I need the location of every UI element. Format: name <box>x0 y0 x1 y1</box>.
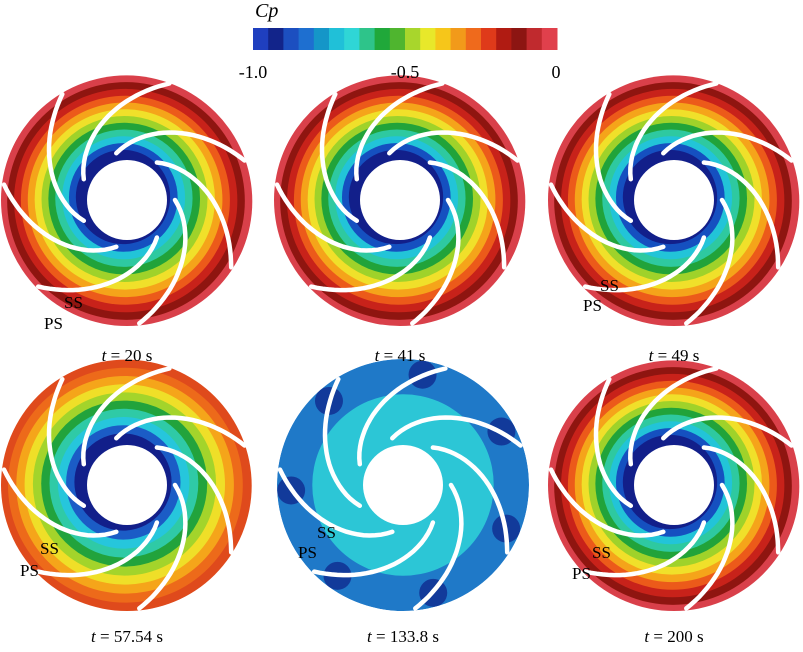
impeller-panel <box>1 75 253 326</box>
impeller-eye <box>360 160 440 240</box>
caption-t200: t = 200 s <box>644 627 704 646</box>
ss-label-t133: SS <box>317 523 336 542</box>
impeller-blade <box>35 520 160 578</box>
colorbar-tick-mid: -0.5 <box>390 62 420 82</box>
colorbar-swatch <box>526 28 543 50</box>
colorbar-tick-max: 0 <box>551 62 561 82</box>
impeller-blade <box>628 366 719 467</box>
impeller-blade <box>311 520 436 578</box>
colorbar-swatch <box>481 28 497 50</box>
impeller-blade <box>274 182 392 253</box>
impeller-blade <box>582 520 707 578</box>
colorbar-swatch <box>344 28 360 50</box>
impeller-blade <box>46 91 87 224</box>
impeller-panel <box>1 359 252 611</box>
colorbar-swatch <box>313 28 330 50</box>
ps-label-t57: PS <box>20 561 39 580</box>
caption-t20: t = 20 s <box>101 346 153 365</box>
impeller-eye <box>87 160 167 240</box>
impeller-blade <box>684 482 735 611</box>
impeller-blade <box>661 130 794 163</box>
ps-label-t49: PS <box>583 296 602 315</box>
colorbar-swatch <box>253 28 269 50</box>
impeller-blade <box>319 91 360 224</box>
caption-t57: t = 57.54 s <box>91 627 163 646</box>
colorbar-swatch <box>329 28 345 50</box>
impeller-eye <box>87 445 167 525</box>
impeller-eye <box>634 160 714 240</box>
ps-label-t20: PS <box>44 314 63 333</box>
impeller-blade <box>628 81 719 182</box>
colorbar-swatch <box>496 28 512 50</box>
colorbar-tick-min: -1.0 <box>238 62 268 82</box>
impeller-panel <box>274 75 526 326</box>
impeller-blade <box>35 235 160 293</box>
ss-label-t49: SS <box>600 276 619 295</box>
impeller-blade <box>277 467 395 538</box>
colorbar-swatch <box>511 28 528 50</box>
impeller-blade <box>427 160 507 270</box>
impeller-eye <box>634 445 714 525</box>
impeller-blade <box>701 445 781 555</box>
impeller-blade <box>1 182 119 253</box>
impeller-blade <box>701 160 781 270</box>
impeller-blade <box>548 467 666 538</box>
caption-t49: t = 49 s <box>648 346 700 365</box>
colorbar-swatch <box>389 28 406 50</box>
caption-t133: t = 133.8 s <box>367 627 439 646</box>
impeller-blade <box>114 415 247 448</box>
colorbar-swatch <box>541 28 558 50</box>
impeller-blade <box>413 482 464 611</box>
impeller-blade <box>548 182 666 253</box>
impeller-blade <box>1 467 119 538</box>
impeller-blade <box>354 81 445 182</box>
impeller-blade <box>322 376 363 509</box>
colorbar-swatch <box>465 28 482 50</box>
impeller-blade <box>582 235 707 293</box>
impeller-blade <box>137 197 188 326</box>
ss-label-t57: SS <box>40 539 59 558</box>
colorbar-title: Cp <box>255 0 279 22</box>
colorbar-swatch <box>405 28 421 50</box>
caption-t41: t = 41 s <box>374 346 426 365</box>
impeller-blade <box>387 130 520 163</box>
colorbar-swatch <box>268 28 284 50</box>
impeller-blade <box>593 91 634 224</box>
impeller-blade <box>137 482 188 611</box>
impeller-blade <box>154 160 234 270</box>
impeller-panel <box>548 75 800 326</box>
impeller-blade <box>308 235 433 293</box>
impeller-blade <box>357 366 448 467</box>
colorbar-swatch <box>374 28 391 50</box>
impeller-blade <box>154 445 234 555</box>
colorbar-swatch <box>283 28 300 50</box>
impeller-blade <box>430 445 510 555</box>
impeller-panel <box>277 359 529 611</box>
impeller-blade <box>81 81 172 182</box>
colorbar-swatch <box>420 28 436 50</box>
impeller-blade <box>410 197 461 326</box>
colorbar-swatch <box>450 28 467 50</box>
ps-label-t133: PS <box>298 543 317 562</box>
colorbar-swatch <box>359 28 376 50</box>
colorbar <box>253 28 558 50</box>
impeller-blade <box>114 130 247 163</box>
ss-label-t200: SS <box>592 543 611 562</box>
ps-label-t200: PS <box>572 564 591 583</box>
colorbar-swatch <box>298 28 315 50</box>
impeller-panel <box>548 360 800 611</box>
colorbar-swatch <box>435 28 452 50</box>
ss-label-t20: SS <box>64 293 83 312</box>
impeller-blade <box>81 366 172 467</box>
impeller-blade <box>661 415 794 448</box>
impeller-blade <box>46 376 87 509</box>
impeller-blade <box>593 376 634 509</box>
impeller-blade <box>684 197 735 326</box>
impeller-blade <box>390 415 523 448</box>
impeller-eye <box>363 445 443 525</box>
